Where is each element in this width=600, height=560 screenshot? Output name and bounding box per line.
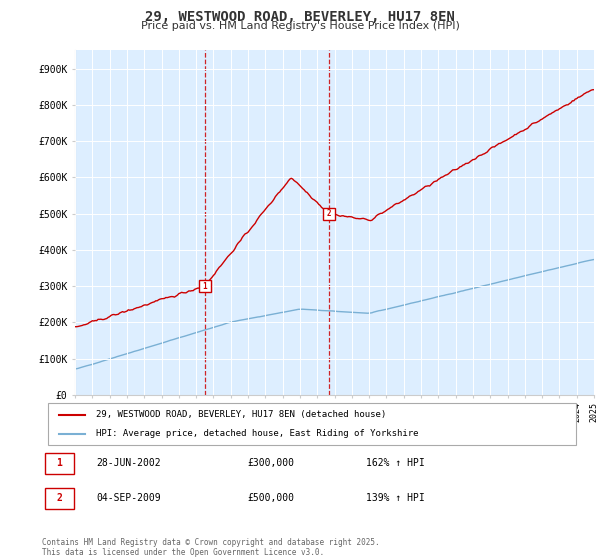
Text: 29, WESTWOOD ROAD, BEVERLEY, HU17 8EN (detached house): 29, WESTWOOD ROAD, BEVERLEY, HU17 8EN (d… [95, 410, 386, 419]
Text: 29, WESTWOOD ROAD, BEVERLEY, HU17 8EN: 29, WESTWOOD ROAD, BEVERLEY, HU17 8EN [145, 10, 455, 24]
Text: Contains HM Land Registry data © Crown copyright and database right 2025.
This d: Contains HM Land Registry data © Crown c… [42, 538, 380, 557]
Text: 28-JUN-2002: 28-JUN-2002 [96, 459, 161, 468]
Text: 04-SEP-2009: 04-SEP-2009 [96, 493, 161, 503]
Text: 139% ↑ HPI: 139% ↑ HPI [366, 493, 425, 503]
FancyBboxPatch shape [48, 403, 576, 445]
Text: 1: 1 [56, 459, 62, 468]
Text: £500,000: £500,000 [247, 493, 294, 503]
Text: 2: 2 [56, 493, 62, 503]
FancyBboxPatch shape [45, 453, 74, 474]
Text: HPI: Average price, detached house, East Riding of Yorkshire: HPI: Average price, detached house, East… [95, 430, 418, 438]
Text: Price paid vs. HM Land Registry's House Price Index (HPI): Price paid vs. HM Land Registry's House … [140, 21, 460, 31]
Text: £300,000: £300,000 [247, 459, 294, 468]
Text: 1: 1 [202, 282, 207, 291]
Text: 162% ↑ HPI: 162% ↑ HPI [366, 459, 425, 468]
Text: 2: 2 [326, 209, 331, 218]
FancyBboxPatch shape [45, 488, 74, 509]
